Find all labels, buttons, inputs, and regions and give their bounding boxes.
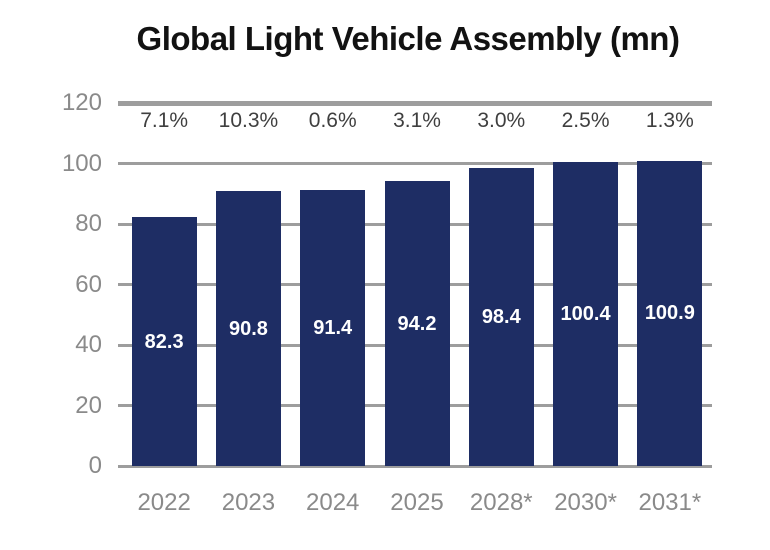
x-axis-label: 2022 bbox=[137, 489, 191, 516]
x-axis-label: 2023 bbox=[221, 489, 276, 516]
y-axis-tick-label: 0 bbox=[88, 452, 102, 479]
growth-rate-label: 3.1% bbox=[393, 109, 441, 132]
y-axis-tick-label: 120 bbox=[61, 89, 102, 116]
y-axis-tick-label: 100 bbox=[61, 149, 102, 177]
bar-value-label: 82.3 bbox=[144, 330, 184, 353]
chart-title: Global Light Vehicle Assembly (mn) bbox=[136, 20, 680, 57]
x-axis-label: 2024 bbox=[306, 489, 360, 516]
growth-rate-label: 2.5% bbox=[561, 109, 610, 132]
bar-value-label: 100.9 bbox=[644, 302, 695, 325]
bar bbox=[131, 217, 197, 466]
bar bbox=[553, 162, 619, 466]
y-gridline bbox=[118, 464, 712, 468]
growth-rate-label: 3.0% bbox=[477, 109, 526, 132]
y-axis-tick-label: 60 bbox=[75, 270, 102, 298]
bar-value-label: 100.4 bbox=[560, 303, 611, 326]
y-gridline bbox=[118, 162, 712, 165]
bar-value-label: 98.4 bbox=[481, 306, 521, 329]
growth-rate-label: 10.3% bbox=[218, 109, 279, 132]
growth-rate-label: 0.6% bbox=[308, 109, 357, 132]
x-axis-label: 2025 bbox=[390, 489, 444, 516]
bar bbox=[300, 189, 366, 466]
bar-value-label: 91.4 bbox=[313, 316, 353, 339]
x-axis-label: 2030* bbox=[554, 489, 617, 516]
bar bbox=[215, 191, 281, 466]
growth-rate-label: 7.1% bbox=[140, 109, 189, 132]
bar-value-label: 90.8 bbox=[228, 317, 268, 340]
y-axis-tick-label: 80 bbox=[75, 210, 102, 237]
bar bbox=[637, 160, 703, 466]
x-axis-label: 2031* bbox=[638, 489, 702, 516]
y-gridline bbox=[118, 100, 712, 106]
y-axis-tick-label: 20 bbox=[75, 391, 102, 419]
y-axis-tick-label: 40 bbox=[75, 331, 102, 358]
growth-rate-label: 1.3% bbox=[645, 109, 694, 132]
bar bbox=[468, 168, 534, 466]
bar bbox=[384, 181, 450, 466]
bar-value-label: 94.2 bbox=[397, 312, 437, 335]
x-axis-label: 2028* bbox=[469, 489, 533, 516]
